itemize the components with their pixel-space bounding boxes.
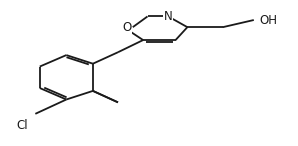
Text: N: N (164, 10, 173, 23)
Text: O: O (122, 21, 131, 34)
Text: OH: OH (260, 14, 278, 27)
Text: Cl: Cl (17, 119, 28, 132)
